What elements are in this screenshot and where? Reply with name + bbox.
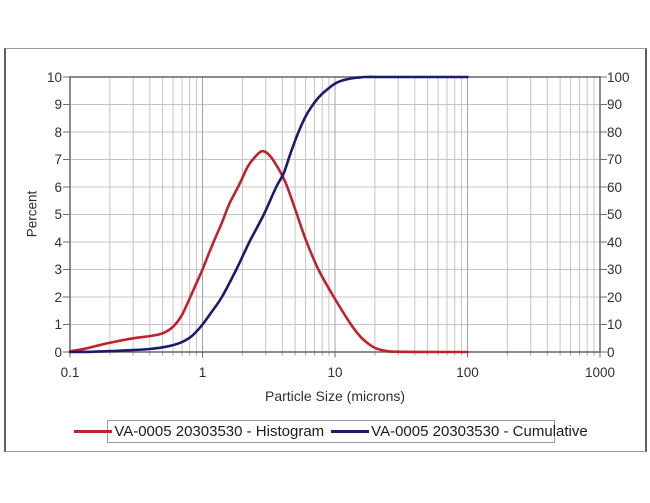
x-tick-label: 100 bbox=[456, 365, 479, 380]
cumulative-legend-line bbox=[331, 430, 370, 433]
y-left-tick-label: 4 bbox=[54, 234, 62, 250]
y-axis-title: Percent bbox=[24, 190, 40, 238]
y-left-tick-label: 8 bbox=[54, 124, 62, 140]
histogram-legend-line bbox=[74, 430, 113, 433]
y-left-tick-label: 10 bbox=[46, 69, 62, 85]
y-right-tick-label: 60 bbox=[607, 179, 623, 195]
y-left-tick-label: 9 bbox=[54, 97, 62, 112]
y-right-tick-label: 20 bbox=[607, 289, 623, 305]
y-right-tick-label: 70 bbox=[607, 152, 623, 167]
x-axis-title: Particle Size (microns) bbox=[264, 388, 406, 404]
histogram-legend-label: VA-0005 20303530 - Histogram bbox=[114, 423, 325, 440]
y-right-tick-label: 10 bbox=[607, 317, 623, 332]
y-left-tick-label: 6 bbox=[54, 179, 62, 195]
x-tick-label: 10 bbox=[327, 365, 343, 380]
y-left-tick-label: 5 bbox=[54, 207, 62, 222]
y-left-tick-label: 7 bbox=[54, 152, 62, 167]
y-right-tick-label: 50 bbox=[607, 207, 623, 222]
x-tick-label: 1000 bbox=[584, 365, 616, 380]
y-right-tick-label: 90 bbox=[607, 97, 623, 112]
y-right-tick-label: 40 bbox=[607, 234, 623, 250]
y-left-tick-label: 2 bbox=[54, 289, 62, 305]
legend: VA-0005 20303530 - Histogram VA-0005 203… bbox=[74, 420, 588, 443]
histogram-curve bbox=[68, 149, 469, 354]
x-tick-label: 1 bbox=[198, 365, 207, 380]
y-right-tick-label: 100 bbox=[607, 69, 630, 85]
y-left-tick-label: 0 bbox=[54, 344, 62, 360]
cumulative-curve bbox=[68, 75, 469, 354]
cumulative-legend-label: VA-0005 20303530 - Cumulative bbox=[371, 423, 588, 440]
y-right-tick-label: 0 bbox=[607, 344, 615, 360]
y-right-tick-label: 30 bbox=[607, 262, 623, 277]
y-left-tick-label: 1 bbox=[54, 317, 62, 332]
chart-panel bbox=[4, 48, 647, 452]
y-right-tick-label: 80 bbox=[607, 124, 623, 140]
x-tick-label: 0.1 bbox=[60, 365, 80, 380]
y-left-tick-label: 3 bbox=[54, 262, 62, 277]
